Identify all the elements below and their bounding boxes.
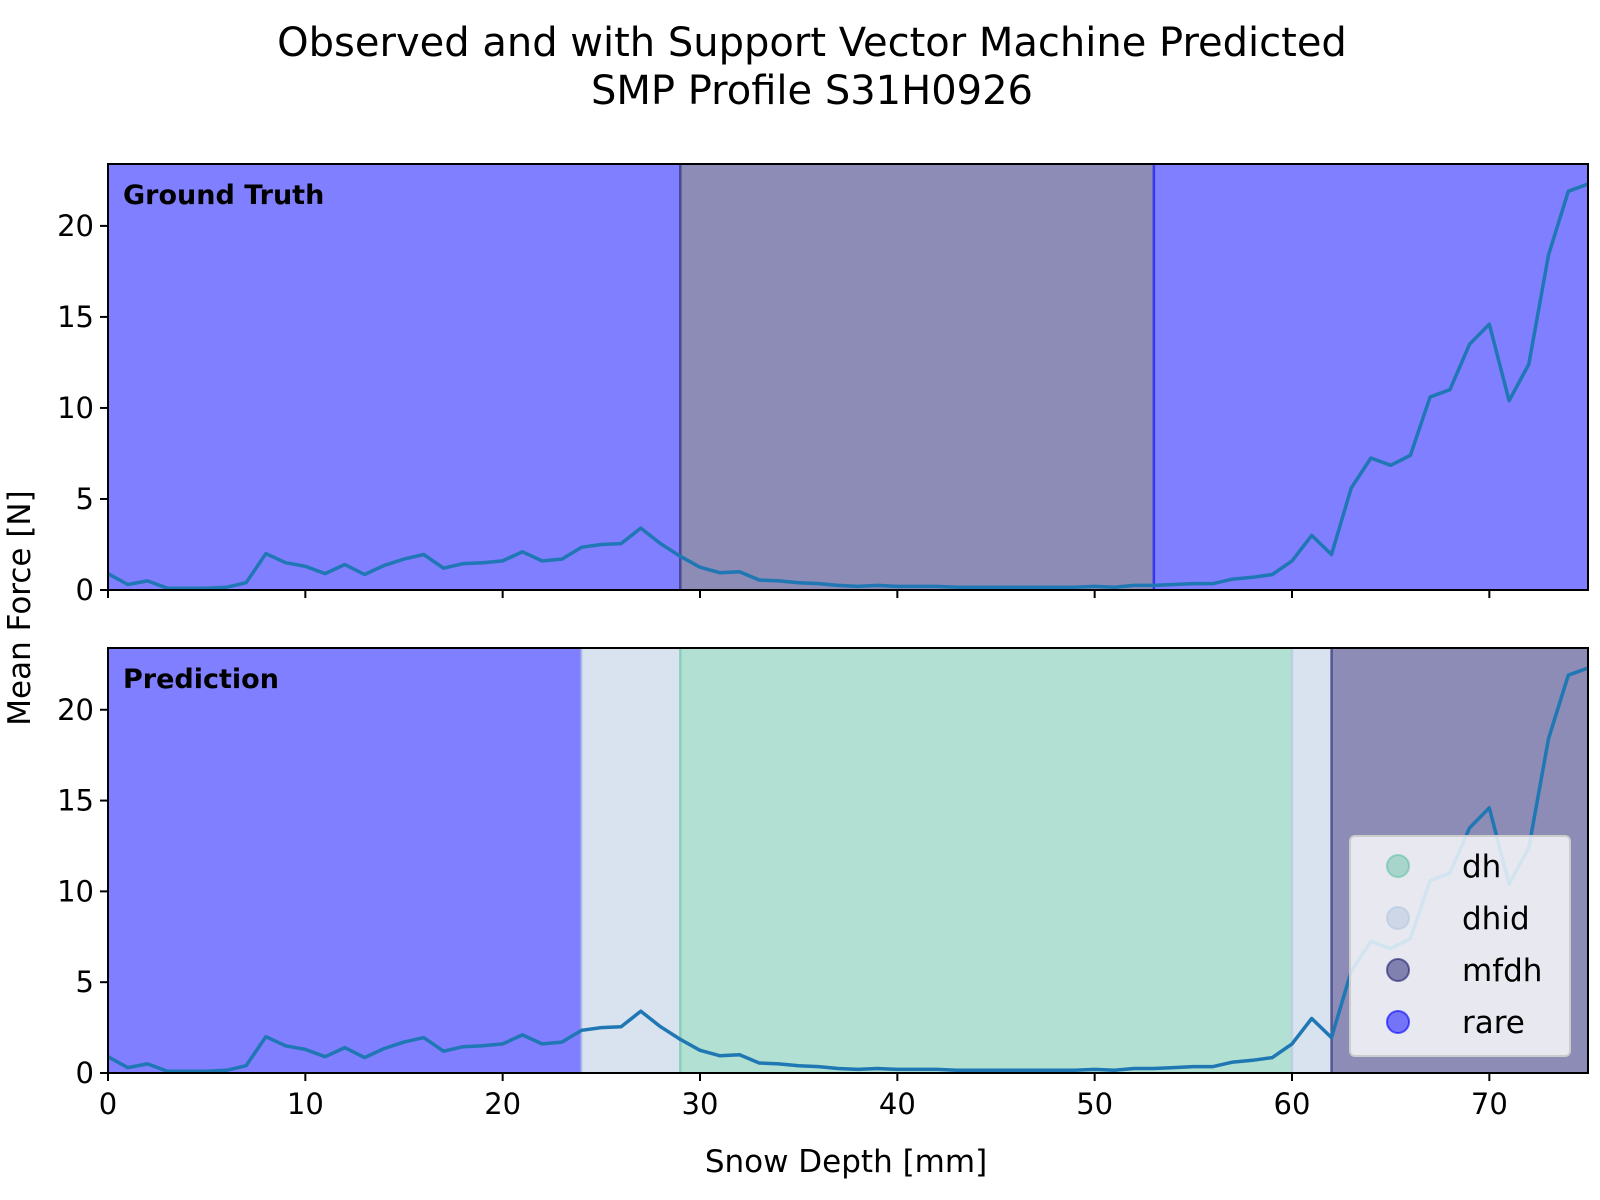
panel-ground-truth: Ground Truth 0 5 10 15 20 [57, 163, 1589, 607]
x-tick-label: 70 [1471, 1087, 1508, 1121]
y-tick-label: 5 [76, 482, 94, 516]
segment-mfdh [680, 164, 1154, 590]
plot-frame [107, 163, 1589, 591]
x-tick-label: 10 [287, 1087, 324, 1121]
panel-label: Ground Truth [123, 180, 324, 211]
y-tick-label: 10 [57, 874, 94, 908]
chart-title-line-2: SMP Profile S31H0926 [591, 68, 1033, 114]
segment-rare [108, 648, 582, 1073]
mean-force-line [107, 666, 1589, 1073]
y-tick-label: 5 [76, 965, 94, 999]
segment-rare [108, 164, 681, 590]
x-tick-label: 30 [682, 1087, 719, 1121]
panel-prediction: Prediction 0 5 10 15 20 0 10 20 30 40 50 60 70 [57, 647, 1589, 1121]
x-tick-label: 60 [1274, 1087, 1311, 1121]
mean-force-line [107, 182, 1589, 590]
chart-title-line-1: Observed and with Support Vector Machine… [277, 20, 1347, 66]
segment-dhid [581, 648, 681, 1073]
legend-label-dh: dh [1462, 849, 1501, 885]
y-tick-label: 20 [57, 693, 94, 727]
x-tick-label: 40 [879, 1087, 916, 1121]
y-tick-label: 15 [57, 784, 94, 818]
segment-dh [680, 648, 1292, 1073]
y-tick-label: 15 [57, 300, 94, 334]
y-tick-label: 0 [76, 573, 94, 607]
y-tick-label: 20 [57, 209, 94, 243]
panel-label: Prediction [123, 664, 279, 695]
y-axis-label: Mean Force [N] [2, 490, 38, 725]
legend-label-mfdh: mfdh [1462, 953, 1542, 989]
segment-rare [1153, 164, 1588, 590]
legend-marker-dhid [1386, 906, 1410, 930]
plot-frame [107, 647, 1589, 1074]
x-tick-label: 0 [99, 1087, 117, 1121]
y-tick-label: 0 [76, 1056, 94, 1090]
y-tick-label: 10 [57, 391, 94, 425]
legend-label-rare: rare [1462, 1005, 1525, 1041]
legend-marker-dh [1386, 854, 1410, 878]
x-tick-label: 50 [1076, 1087, 1113, 1121]
segment-dhid [1292, 648, 1332, 1073]
legend-marker-mfdh [1386, 958, 1410, 982]
legend-box [1349, 835, 1571, 1057]
x-axis-label: Snow Depth [mm] [705, 1144, 987, 1180]
legend: dh dhid mfdh rare [1349, 835, 1571, 1057]
legend-label-dhid: dhid [1462, 901, 1530, 937]
x-tick-label: 20 [484, 1087, 521, 1121]
legend-marker-rare [1386, 1010, 1410, 1034]
